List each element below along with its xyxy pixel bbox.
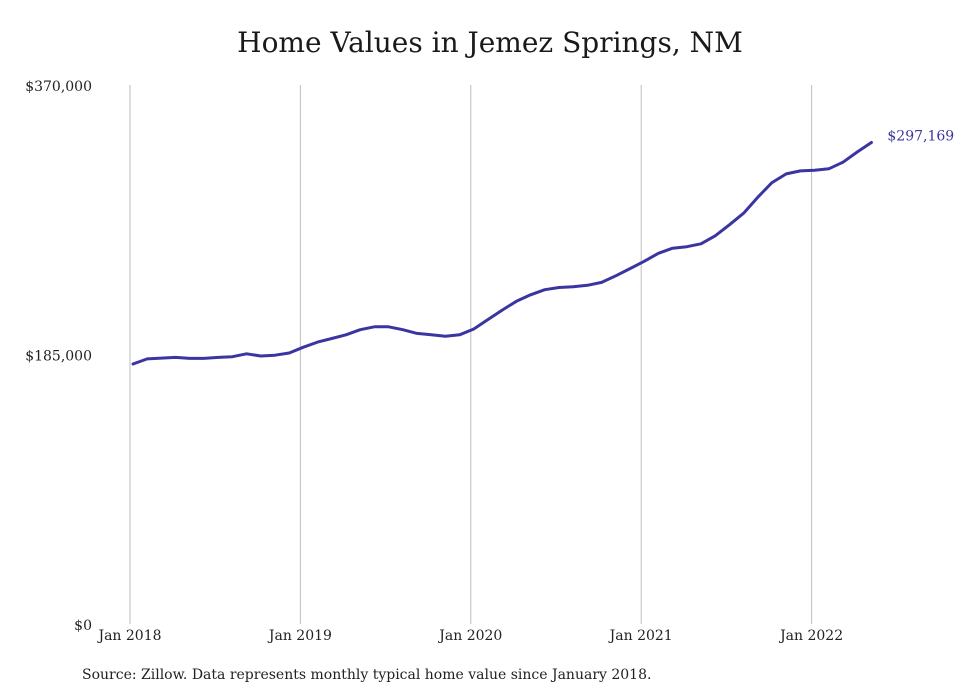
chart-title: Home Values in Jemez Springs, NM: [237, 26, 743, 59]
x-tick-label-2: Jan 2020: [437, 628, 502, 644]
x-tick-label-0: Jan 2018: [96, 628, 161, 644]
x-tick-label-1: Jan 2019: [267, 628, 332, 644]
x-tick-label-3: Jan 2021: [608, 628, 673, 644]
x-tick-label-4: Jan 2022: [778, 628, 843, 644]
y-tick-label-0: $0: [74, 618, 92, 634]
end-value-label: $297,169: [887, 129, 954, 145]
source-note: Source: Zillow. Data represents monthly …: [82, 667, 652, 683]
y-tick-label-1: $185,000: [25, 349, 92, 365]
series-line-0: [131, 141, 873, 366]
y-tick-label-2: $370,000: [25, 79, 92, 95]
